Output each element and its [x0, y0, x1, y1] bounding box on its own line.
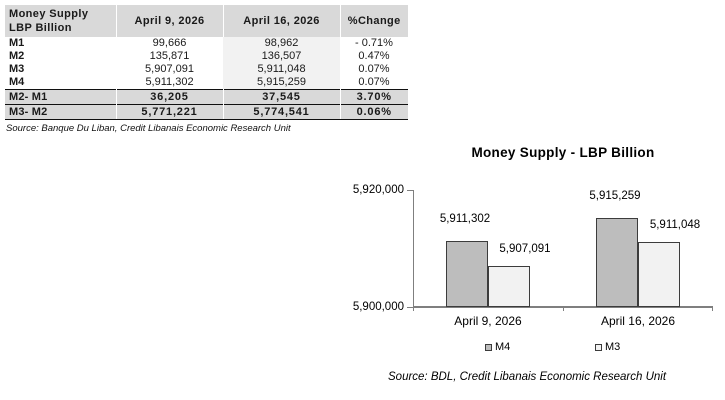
chart-legend: M4 M3: [413, 341, 713, 355]
table-cell: 37,545: [223, 89, 341, 105]
table-header-apr9: April 9, 2026: [116, 5, 224, 37]
bar-m4-0: [446, 240, 488, 307]
table-title-line1: Money Supply: [9, 8, 89, 20]
table-cell: - 0.71%: [355, 37, 393, 49]
table-cell: 5,907,091: [145, 63, 194, 75]
table-cell: 135,871: [149, 50, 190, 62]
x-axis-tick: [563, 307, 564, 311]
legend-item-m4: M4: [485, 341, 510, 353]
table-cell: 0.07%: [358, 76, 390, 88]
table-cell: 0.06%: [340, 104, 408, 120]
table-cell: M1: [9, 37, 25, 49]
table-body: M1 99,666 98,962 - 0.71% M2 135,871 136,507 0.4…: [5, 37, 408, 120]
table-summary-row: M2- M1 36,205 37,545 3.70%: [5, 89, 408, 105]
table-cell: 5,915,259: [223, 76, 340, 90]
table-cell: 0.47%: [358, 50, 390, 62]
table-cell: 5,774,541: [223, 104, 341, 120]
bar-value-label: 5,911,302: [439, 212, 491, 225]
table-header-apr16: April 16, 2026: [223, 5, 341, 37]
table-cell: M3- M2: [5, 104, 117, 120]
table-header-row: Money Supply LBP Billion April 9, 2026 A…: [5, 5, 408, 37]
table-cell: M3: [9, 63, 25, 75]
table-cell: 5,911,048: [223, 63, 340, 76]
table-data-row: M1 99,666 98,962 - 0.71%: [5, 37, 408, 50]
table-title-line2: LBP Billion: [9, 22, 72, 34]
table-cell: 36,205: [116, 89, 224, 105]
table-header-title: Money Supply LBP Billion: [5, 5, 117, 37]
table-cell: 99,666: [152, 37, 187, 49]
bar-value-label: 5,907,091: [499, 242, 551, 255]
legend-label: M4: [495, 341, 511, 353]
bar-m3-1: [638, 242, 680, 307]
table-cell: 5,771,221: [116, 104, 224, 120]
x-axis-label: April 16, 2026: [600, 314, 676, 328]
table-cell: M2: [9, 50, 25, 62]
y-axis-tick-mark: [407, 189, 413, 191]
table-summary-row: M3- M2 5,771,221 5,774,541 0.06%: [5, 104, 408, 120]
table-cell: M4: [9, 76, 25, 88]
bar-m3-0: [488, 265, 530, 307]
legend-swatch-icon: [595, 343, 602, 351]
chart-source-note: Source: BDL, Credit Libanais Economic Re…: [388, 371, 667, 383]
table-cell: 136,507: [223, 50, 340, 63]
table-source-note: Source: Banque Du Liban, Credit Libanais…: [6, 123, 291, 134]
table-data-row: M4 5,911,302 5,915,259 0.07%: [5, 76, 408, 90]
chart-title: Money Supply - LBP Billion: [471, 145, 655, 160]
plot-area: 5,911,302 5,907,091 April 9, 2026 5,915,259…: [353, 184, 713, 328]
legend-swatch-icon: [485, 343, 492, 351]
table-cell: 98,962: [223, 37, 340, 50]
y-axis-tick-label: 5,900,000: [352, 301, 404, 313]
table-cell: M2- M1: [5, 89, 117, 105]
legend-item-m3: M3: [595, 341, 620, 353]
y-axis-tick-label: 5,920,000: [352, 184, 404, 196]
table-data-row: M3 5,907,091 5,911,048 0.07%: [5, 63, 408, 76]
table-header-change: %Change: [340, 5, 408, 37]
table-cell: 5,911,302: [145, 76, 194, 88]
y-axis-tick-mark: [407, 306, 413, 308]
x-axis-label: April 9, 2026: [454, 314, 522, 328]
legend-label: M3: [605, 341, 621, 353]
bar-value-label: 5,915,259: [589, 189, 641, 202]
money-supply-table: Money Supply LBP Billion April 9, 2026 A…: [5, 5, 408, 120]
table-cell: 3.70%: [340, 89, 408, 105]
y-axis-line: [413, 190, 414, 307]
money-supply-table-panel: Money Supply LBP Billion April 9, 2026 A…: [5, 5, 408, 134]
bar-value-label: 5,911,048: [649, 219, 701, 232]
table-data-row: M2 135,871 136,507 0.47%: [5, 50, 408, 63]
x-axis-tick: [712, 307, 713, 311]
table-cell: 0.07%: [358, 63, 390, 75]
bar-m4-1: [596, 217, 638, 307]
x-axis-tick: [413, 307, 414, 311]
